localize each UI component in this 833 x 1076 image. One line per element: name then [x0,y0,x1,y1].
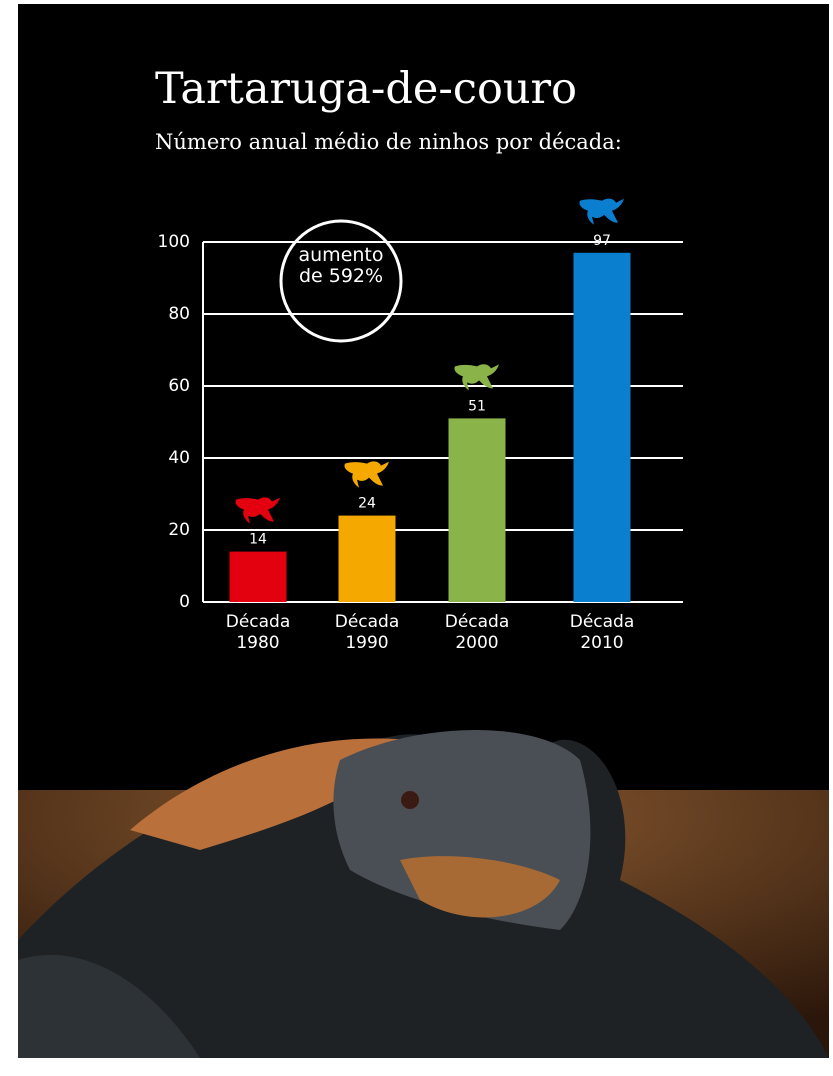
chart-subtitle: Número anual médio de ninhos por década: [155,130,622,154]
x-tick-label: Década 1980 [218,612,298,654]
turtle-photo [18,730,829,1058]
y-tick-label: 100 [158,232,190,252]
turtle-icon [579,199,624,225]
turtle-icon [235,497,280,523]
value-label: 24 [358,496,376,512]
y-tick-label: 40 [168,448,190,468]
turtle-icon [344,461,389,487]
value-label: 14 [249,532,267,548]
x-tick-label: Década 2010 [562,612,642,654]
y-tick-label: 0 [179,592,190,612]
bar [449,418,506,602]
annotation: aumento de 592% [291,245,391,287]
y-tick-label: 60 [168,376,190,396]
x-tick-label: Década 1990 [327,612,407,654]
y-tick-label: 20 [168,520,190,540]
bar [339,516,396,602]
x-tick-label: Década 2000 [437,612,517,654]
chart: 0 20 40 60 80 100 14 24 51 97 [0,0,833,1076]
page: 02040608010014245197 Tartaruga-de-couro … [0,0,833,1076]
bar [230,552,287,602]
y-tick-label: 80 [168,304,190,324]
bar [574,253,631,602]
chart-title: Tartaruga-de-couro [155,64,577,114]
value-label: 97 [593,233,611,249]
value-label: 51 [468,398,486,414]
